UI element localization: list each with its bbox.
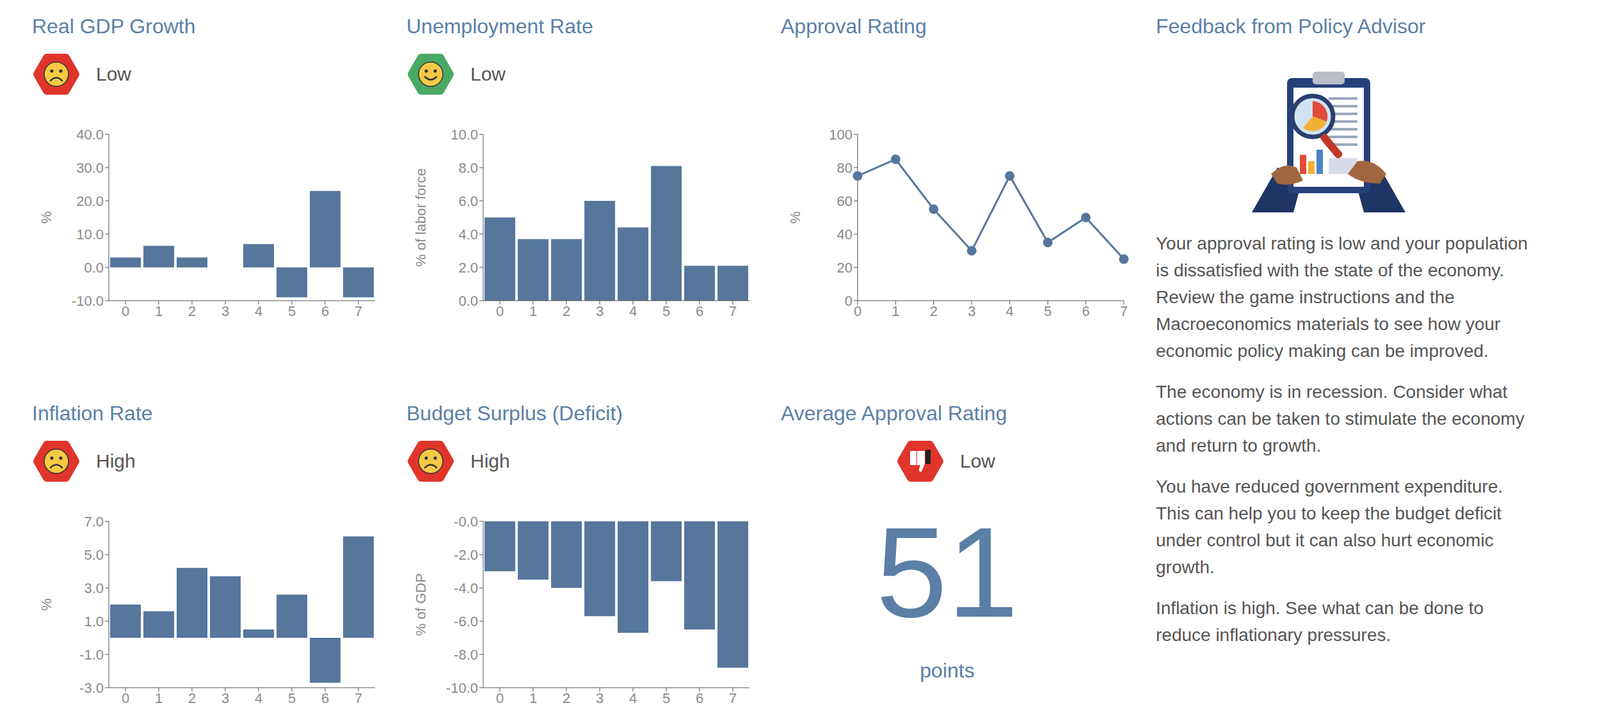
html-text:51: 51 <box>876 501 1019 644</box>
html-text:Inflation is high. See what ca: Inflation is high. See what can be done … <box>1155 598 1484 646</box>
html-text:Average Approval Rating: Average Approval Rating <box>780 401 1007 425</box>
svg-text:10.0: 10.0 <box>450 126 479 143</box>
svg-text:1: 1 <box>154 690 163 707</box>
svg-text:1: 1 <box>529 690 537 707</box>
svg-text:80: 80 <box>837 160 853 176</box>
svg-text:1.0: 1.0 <box>83 613 104 630</box>
svg-text:5.0: 5.0 <box>83 547 104 564</box>
svg-text:3: 3 <box>221 690 230 707</box>
svg-text:6.0: 6.0 <box>458 193 479 210</box>
svg-text:0: 0 <box>121 303 130 320</box>
svg-text:% of GDP: % of GDP <box>412 573 429 637</box>
svg-text:0: 0 <box>496 303 504 320</box>
svg-text:6: 6 <box>695 690 704 707</box>
html-text:Inflation Rate: Inflation Rate <box>32 401 153 425</box>
svg-text:0: 0 <box>121 690 130 707</box>
svg-text:7: 7 <box>1120 303 1128 320</box>
svg-text:0: 0 <box>496 690 504 707</box>
svg-text:2: 2 <box>929 303 938 320</box>
svg-text:1: 1 <box>891 303 900 320</box>
html-text:Feedback from Policy Advisor: Feedback from Policy Advisor <box>1155 14 1426 38</box>
html-text:Real GDP Growth: Real GDP Growth <box>32 14 196 38</box>
svg-text:0: 0 <box>853 303 862 320</box>
html-text:The economy is in recession. C: The economy is in recession. Consider wh… <box>1155 382 1525 456</box>
svg-text:5: 5 <box>1043 303 1052 320</box>
svg-text:8.0: 8.0 <box>458 160 479 176</box>
svg-text:5: 5 <box>662 690 671 707</box>
html-text:High: High <box>470 450 510 472</box>
html-text:Unemployment Rate: Unemployment Rate <box>406 14 594 38</box>
svg-text:3: 3 <box>221 303 230 320</box>
html-text:Your approval rating is low an: Your approval rating is low and your pop… <box>1155 233 1528 361</box>
svg-text:0.0: 0.0 <box>83 259 104 276</box>
svg-text:4: 4 <box>254 690 263 707</box>
svg-text:30.0: 30.0 <box>76 160 104 176</box>
svg-text:4: 4 <box>629 303 637 320</box>
svg-text:3: 3 <box>595 303 604 320</box>
svg-text:%: % <box>787 211 804 224</box>
svg-text:-1.0: -1.0 <box>79 647 104 664</box>
svg-text:%: % <box>38 598 55 612</box>
svg-text:3.0: 3.0 <box>83 580 104 597</box>
svg-text:-2.0: -2.0 <box>453 547 479 564</box>
svg-text:2: 2 <box>562 690 571 707</box>
svg-text:2: 2 <box>188 303 196 320</box>
svg-text:3: 3 <box>967 303 976 320</box>
html-text:Low: Low <box>96 63 132 85</box>
svg-text:1: 1 <box>529 303 537 320</box>
html-text:Low: Low <box>470 63 506 85</box>
svg-text:3: 3 <box>595 690 604 707</box>
svg-text:60: 60 <box>837 193 853 210</box>
svg-text:7: 7 <box>728 690 737 707</box>
html-text:You have reduced government ex: You have reduced government expenditure.… <box>1155 476 1503 578</box>
svg-text:-6.0: -6.0 <box>453 613 479 630</box>
svg-text:% of labor force: % of labor force <box>412 168 429 267</box>
svg-text:100: 100 <box>828 126 853 143</box>
svg-text:-4.0: -4.0 <box>453 580 479 597</box>
svg-text:-8.0: -8.0 <box>453 647 479 664</box>
svg-text:-10.0: -10.0 <box>71 293 104 310</box>
svg-text:-0.0: -0.0 <box>453 513 479 530</box>
svg-text:5: 5 <box>288 303 296 320</box>
html-text:points: points <box>919 659 975 683</box>
svg-text:6: 6 <box>695 303 704 320</box>
svg-text:4: 4 <box>629 690 637 707</box>
svg-text:7: 7 <box>728 303 737 320</box>
svg-text:%: % <box>38 211 55 224</box>
svg-text:20.0: 20.0 <box>76 193 104 210</box>
svg-text:7.0: 7.0 <box>83 513 104 530</box>
svg-text:0.0: 0.0 <box>458 293 479 310</box>
html-text:Budget Surplus (Deficit): Budget Surplus (Deficit) <box>406 401 623 425</box>
svg-text:20: 20 <box>837 259 853 276</box>
svg-text:6: 6 <box>1081 303 1090 320</box>
svg-text:7: 7 <box>354 303 363 320</box>
svg-text:5: 5 <box>288 690 296 707</box>
svg-text:10.0: 10.0 <box>76 226 104 243</box>
svg-text:4: 4 <box>254 303 263 320</box>
html-text:Approval Rating: Approval Rating <box>780 14 927 38</box>
svg-text:2.0: 2.0 <box>458 259 479 276</box>
svg-text:4.0: 4.0 <box>458 226 479 243</box>
svg-text:2: 2 <box>562 303 571 320</box>
svg-text:6: 6 <box>321 303 329 320</box>
html-text:High: High <box>96 450 136 472</box>
svg-text:40: 40 <box>837 226 853 243</box>
svg-text:-3.0: -3.0 <box>79 680 104 697</box>
svg-text:6: 6 <box>321 690 329 707</box>
svg-text:40.0: 40.0 <box>76 126 104 143</box>
html-text:Low: Low <box>960 450 996 472</box>
svg-text:2: 2 <box>188 690 196 707</box>
svg-text:5: 5 <box>662 303 671 320</box>
svg-text:-10.0: -10.0 <box>446 680 479 697</box>
svg-text:4: 4 <box>1006 303 1014 320</box>
svg-text:0: 0 <box>844 293 853 310</box>
svg-text:1: 1 <box>154 303 163 320</box>
svg-text:7: 7 <box>354 690 363 707</box>
